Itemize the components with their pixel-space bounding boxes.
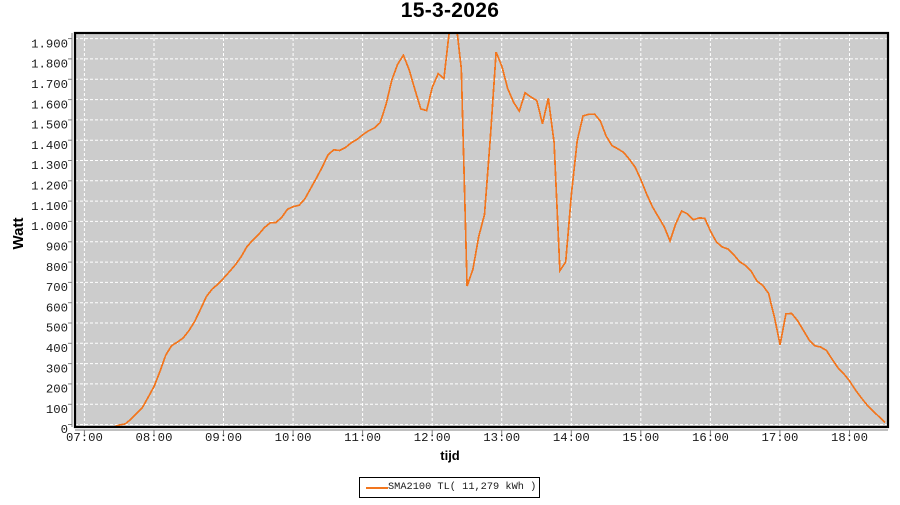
svg-text:08:00: 08:00 bbox=[136, 431, 173, 445]
svg-text:13:00: 13:00 bbox=[483, 431, 520, 445]
svg-text:1.300: 1.300 bbox=[31, 159, 68, 173]
svg-text:07:00: 07:00 bbox=[66, 431, 103, 445]
svg-text:1.700: 1.700 bbox=[31, 78, 68, 92]
svg-text:1.100: 1.100 bbox=[31, 200, 68, 214]
svg-text:09:00: 09:00 bbox=[205, 431, 242, 445]
svg-text:100: 100 bbox=[46, 403, 68, 417]
svg-text:11:00: 11:00 bbox=[344, 431, 381, 445]
svg-text:1.400: 1.400 bbox=[31, 139, 68, 153]
svg-text:800: 800 bbox=[46, 261, 68, 275]
svg-text:200: 200 bbox=[46, 383, 68, 397]
svg-text:18:00: 18:00 bbox=[831, 431, 868, 445]
svg-text:500: 500 bbox=[46, 322, 68, 336]
svg-text:400: 400 bbox=[46, 342, 68, 356]
svg-text:1.900: 1.900 bbox=[31, 37, 68, 51]
svg-text:300: 300 bbox=[46, 362, 68, 376]
svg-text:16:00: 16:00 bbox=[692, 431, 729, 445]
svg-text:15:00: 15:00 bbox=[622, 431, 659, 445]
svg-text:10:00: 10:00 bbox=[275, 431, 312, 445]
svg-text:900: 900 bbox=[46, 241, 68, 255]
svg-text:1.500: 1.500 bbox=[31, 119, 68, 133]
svg-text:1.200: 1.200 bbox=[31, 180, 68, 194]
svg-text:1.000: 1.000 bbox=[31, 220, 68, 234]
svg-text:600: 600 bbox=[46, 301, 68, 315]
svg-text:17:00: 17:00 bbox=[761, 431, 798, 445]
svg-text:700: 700 bbox=[46, 281, 68, 295]
svg-text:14:00: 14:00 bbox=[553, 431, 590, 445]
svg-text:1.800: 1.800 bbox=[31, 58, 68, 72]
svg-text:1.600: 1.600 bbox=[31, 98, 68, 112]
svg-text:12:00: 12:00 bbox=[414, 431, 451, 445]
